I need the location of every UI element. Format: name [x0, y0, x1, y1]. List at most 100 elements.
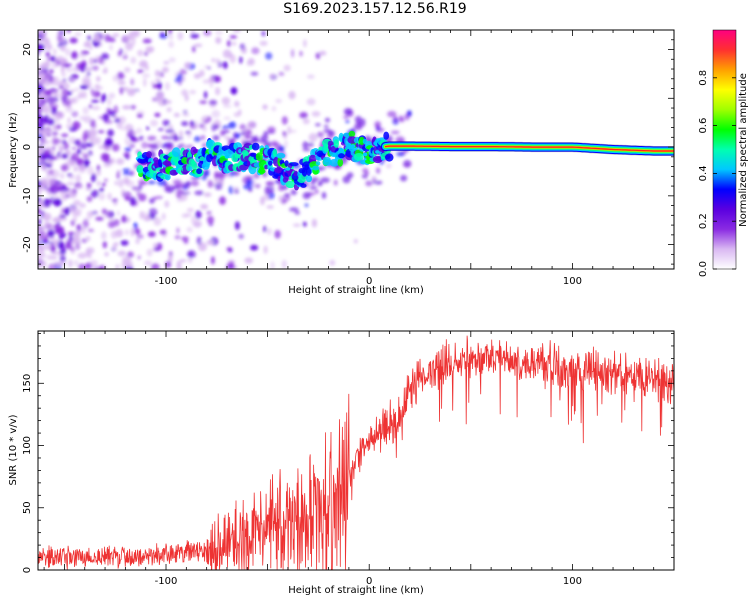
noise-speckle	[317, 181, 323, 186]
noise-speckle	[361, 174, 368, 179]
noise-speckle	[65, 240, 72, 250]
noise-speckle	[400, 174, 408, 182]
noise-speckle	[64, 48, 71, 56]
noise-speckle	[64, 83, 70, 88]
noise-speckle	[78, 164, 86, 174]
ridge-blob	[343, 132, 350, 138]
ridge-blob	[312, 165, 320, 171]
noise-speckle	[124, 36, 132, 41]
noise-speckle	[207, 179, 214, 188]
ridge-band-layer-5	[384, 145, 674, 152]
ridge-blob	[171, 147, 181, 158]
noise-speckle	[70, 89, 75, 93]
noise-speckle	[219, 130, 226, 137]
noise-speckle	[198, 242, 207, 252]
noise-speckle	[43, 215, 49, 222]
noise-speckle	[150, 81, 155, 86]
ridge-blob	[353, 153, 364, 161]
noise-speckle	[161, 66, 169, 73]
x-tick-label: -100	[155, 576, 178, 587]
noise-speckle	[45, 108, 53, 114]
noise-speckle	[186, 226, 193, 233]
noise-speckle	[38, 244, 44, 250]
noise-speckle	[278, 71, 285, 76]
noise-speckle	[135, 127, 143, 134]
noise-speckle	[190, 120, 195, 126]
noise-speckle	[124, 146, 132, 152]
y-tick-label: 10	[22, 92, 33, 105]
noise-speckle	[94, 55, 102, 63]
noise-speckle	[239, 124, 247, 130]
noise-speckle	[201, 143, 207, 148]
y-tick-label: 100	[22, 436, 33, 455]
noise-speckle	[193, 136, 201, 142]
noise-speckle	[153, 243, 158, 248]
ridge-blob	[272, 148, 278, 158]
noise-speckle	[113, 201, 118, 206]
noise-speckle	[362, 168, 369, 174]
noise-speckle	[53, 48, 57, 56]
ridge-blob	[196, 168, 203, 175]
noise-speckle	[150, 119, 158, 127]
noise-speckle	[129, 143, 135, 148]
noise-speckle	[134, 228, 141, 235]
noise-speckle	[203, 192, 212, 197]
noise-speckle	[181, 236, 189, 241]
noise-speckle	[261, 30, 266, 37]
noise-speckle	[194, 120, 199, 129]
noise-speckle	[51, 55, 55, 63]
noise-speckle	[196, 236, 202, 245]
figure-title: S169.2023.157.12.56.R19	[283, 1, 467, 17]
noise-speckle	[87, 150, 93, 157]
noise-speckle	[38, 219, 42, 225]
noise-speckle	[60, 164, 68, 172]
noise-speckle	[47, 163, 52, 168]
noise-speckle	[87, 70, 91, 77]
noise-speckle	[42, 73, 45, 79]
noise-speckle	[138, 135, 144, 141]
noise-speckle	[45, 160, 54, 164]
noise-speckle	[364, 172, 370, 176]
noise-speckle	[302, 141, 309, 149]
noise-speckle	[302, 192, 311, 200]
noise-speckle	[163, 61, 170, 65]
noise-speckle	[90, 259, 98, 267]
noise-speckle	[68, 194, 77, 198]
noise-speckle	[125, 41, 134, 51]
noise-speckle	[59, 172, 65, 179]
snr-frame	[37, 330, 675, 571]
noise-speckle	[40, 163, 46, 171]
noise-speckle	[308, 133, 318, 142]
noise-speckle	[58, 217, 67, 222]
noise-speckle	[88, 104, 93, 109]
noise-speckle	[230, 87, 238, 95]
noise-speckle	[53, 224, 59, 230]
ridge-blob	[315, 161, 321, 166]
noise-speckle	[172, 179, 182, 186]
noise-speckle	[98, 192, 106, 201]
spectrogram-frame	[37, 29, 675, 270]
noise-speckle	[266, 227, 272, 236]
noise-speckle	[165, 136, 176, 140]
noise-speckle	[287, 125, 291, 135]
noise-speckle	[44, 168, 50, 174]
noise-speckle	[374, 180, 383, 185]
noise-speckle	[73, 199, 81, 206]
noise-speckle	[250, 71, 259, 76]
noise-speckle	[151, 143, 158, 148]
noise-speckle	[66, 67, 73, 73]
noise-speckle	[122, 191, 132, 199]
noise-speckle	[292, 223, 301, 227]
colorbar: 0.0 0.2 0.4 0.6 0.8 Normalized spectral ampl…	[698, 29, 749, 277]
noise-speckle	[78, 263, 86, 269]
noise-speckle	[173, 112, 180, 118]
noise-speckle	[254, 183, 261, 189]
noise-speckle	[159, 33, 169, 39]
noise-speckle	[116, 158, 125, 165]
noise-speckle	[67, 30, 71, 33]
noise-speckle	[112, 33, 120, 37]
noise-speckle	[290, 189, 297, 196]
noise-speckle	[104, 251, 109, 257]
noise-speckle	[89, 46, 93, 50]
noise-speckle	[145, 48, 153, 54]
